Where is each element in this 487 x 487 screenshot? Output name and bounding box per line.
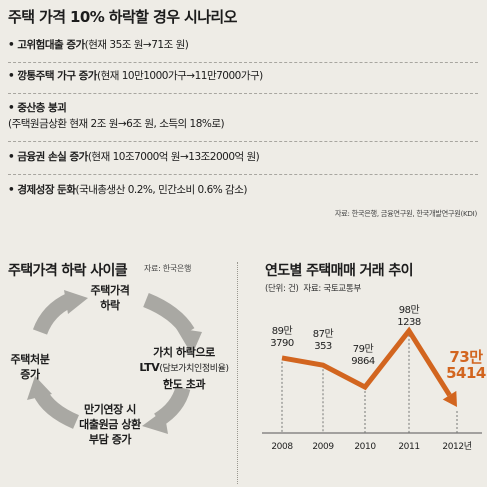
section-divider [237,262,238,484]
chart-unit: (단위: 건) 자료: 국토교통부 [265,282,361,294]
cycle-arrowhead [27,376,52,400]
cycle-node-ltv: 가치 하락으로 LTV(담보가치인정비율) 한도 초과 [128,345,240,392]
scenario-item-main: • 중산층 붕괴 [8,102,67,114]
scenario-item-main: • 깡통주택 가구 증가 [8,70,97,82]
chart-unit-label: (단위: 건) [265,284,299,294]
series-arrowhead [442,390,457,408]
node-text-ltv: LTV [139,361,160,374]
cycle-arrowhead [64,290,88,314]
x-tick-label: 2012년 [442,441,471,452]
cycle-node-disposal: 주택처분 증가 [4,352,56,382]
chart-title: 연도별 주택매매 거래 추이 [265,263,414,279]
data-label: 1238 [397,317,421,328]
scenario-item-main: • 금융권 손실 증가 [8,151,88,163]
data-label: 3790 [270,338,294,349]
series-line [281,326,452,397]
x-tick-label: 2011 [398,442,419,452]
scenario-item: • 경제성장 둔화(국내총생산 0.2%, 민간소비 0.6% 감소) [8,182,478,198]
separator [8,141,478,142]
scenario-item: • 중산층 붕괴 (주택원금상환 현재 2조 원→6조 원, 소득의 18%로) [8,100,478,132]
data-label: 87만 [313,328,334,340]
cycle-arrowhead [176,328,202,355]
data-label: 98만 [399,304,420,316]
node-text: 대출원금 상환 [79,418,141,431]
scenario-item-main: • 경제성장 둔화 [8,184,76,196]
node-text: 가치 하락으로 [153,346,215,359]
scenario-item-detail: (현재 10만1000가구→11만7000가구) [96,70,263,82]
cycle-title: 주택가격 하락 사이클 [8,263,128,279]
scenario-item-main: • 고위험대출 증가 [8,39,85,51]
scenario-item-detail: (주택원금상환 현재 2조 원→6조 원, 소득의 18%로) [8,118,225,130]
scenario-item-detail: (현재 10조7000억 원→13조2000억 원) [87,151,260,163]
cycle-source: 자료: 한국은행 [144,264,191,273]
scenario-item: • 깡통주택 가구 증가(현재 10만1000가구→11만7000가구) [8,68,478,84]
node-text: LTV(담보가치인정비율) [128,360,240,377]
cycle-node-price-drop: 주택가격 하락 [80,283,140,313]
node-text-sub: (담보가치인정비율) [159,364,229,374]
data-label: 353 [314,341,332,352]
scenario-source: 자료: 한국은행, 금융연구원, 한국개발연구원(KDI) [334,209,477,218]
scenario-title: 주택 가격 10% 하락할 경우 시나리오 [8,8,237,26]
data-label: 73만 [449,348,483,366]
cycle-node-repayment: 만기연장 시 대출원금 상환 부담 증가 [60,402,160,447]
data-label: 89만 [272,325,293,337]
node-text: 하락 [100,299,120,312]
separator [8,93,478,94]
node-text: 한도 초과 [162,378,206,391]
x-tick-label: 2009 [312,442,334,452]
chart-source: 자료: 국토교통부 [303,284,361,294]
node-text: 만기연장 시 [83,403,137,416]
data-label: 5414 [446,364,486,382]
separator [8,174,478,175]
scenario-item: • 금융권 손실 증가(현재 10조7000억 원→13조2000억 원) [8,149,478,165]
node-text: 증가 [20,368,40,381]
cycle-arrowhead [142,410,168,434]
data-label: 9864 [351,356,375,367]
cycle-arrows [27,290,202,434]
scenario-item-detail: (국내총생산 0.2%, 민간소비 0.6% 감소) [75,184,247,196]
scenario-item: • 고위험대출 증가(현재 35조 원→71조 원) [8,37,478,53]
node-text: 주택가격 [90,284,130,297]
x-tick-label: 2010 [354,442,376,452]
data-label: 79만 [353,343,374,355]
scenario-item-detail: (현재 35조 원→71조 원) [84,39,189,51]
node-text: 부담 증가 [88,433,132,446]
separator [8,62,478,63]
node-text: 주택처분 [10,353,50,366]
cycle-arrow-top-right [143,293,195,337]
x-tick-label: 2008 [271,442,293,452]
